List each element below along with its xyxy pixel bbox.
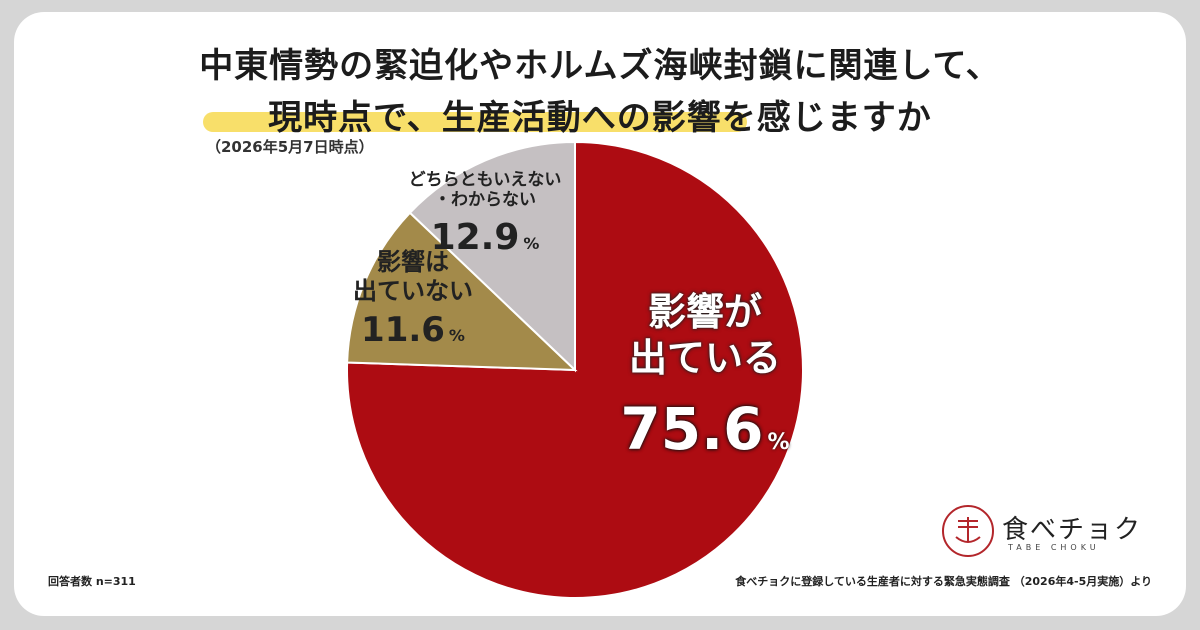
slice-label-other-line1: どちらともいえない — [408, 170, 562, 190]
slice-label-affected-line1: 影響が — [647, 290, 762, 334]
logo-subtitle: TABE CHOKU — [1008, 543, 1100, 552]
slice-label-other: どちらともいえない ・わからない 12.9% — [380, 170, 590, 258]
respondent-count: 回答者数 n=311 — [48, 575, 136, 588]
tabechoku-logo: 食べチョク TABE CHOKU — [942, 505, 1142, 560]
pie-slice-not-affected — [346, 211, 578, 372]
chart-title-line1: 中東情勢の緊迫化やホルムズ海峡封鎖に関連して、 — [199, 46, 1001, 86]
slice-value-affected: 75.6 — [620, 395, 764, 464]
source-note: 食べチョクに登録している生産者に対する緊急実態調査 （2026年4-5月実施）よ… — [735, 575, 1152, 588]
date-note: （2026年5月7日時点） — [206, 138, 374, 156]
logo-mark-icon — [942, 505, 994, 557]
logo-name: 食べチョク — [1002, 515, 1143, 545]
chart-title-line2: 現時点で、生産活動への影響を感じますか — [268, 98, 932, 138]
slice-value-other: 12.9 — [430, 216, 520, 258]
slice-label-other-line2: ・わからない — [434, 190, 536, 211]
slice-label-not-affected-line1: 影響は — [377, 248, 449, 276]
slice-unit-not-affected: % — [448, 325, 465, 345]
title-highlight — [203, 112, 747, 132]
slice-value-not-affected: 11.6 — [361, 309, 445, 350]
pie-slice-affected — [346, 140, 804, 599]
slice-label-affected-line2: 出ている — [628, 335, 781, 380]
slice-label-not-affected: 影響は 出ていない 11.6% — [318, 248, 508, 350]
slice-label-affected: 影響が 出ている 75.6% — [575, 290, 835, 463]
slice-label-not-affected-line2: 出ていない — [353, 276, 473, 305]
slice-unit-affected: % — [767, 430, 790, 456]
pie-slice-other — [408, 140, 576, 373]
slice-unit-other: % — [523, 233, 540, 253]
